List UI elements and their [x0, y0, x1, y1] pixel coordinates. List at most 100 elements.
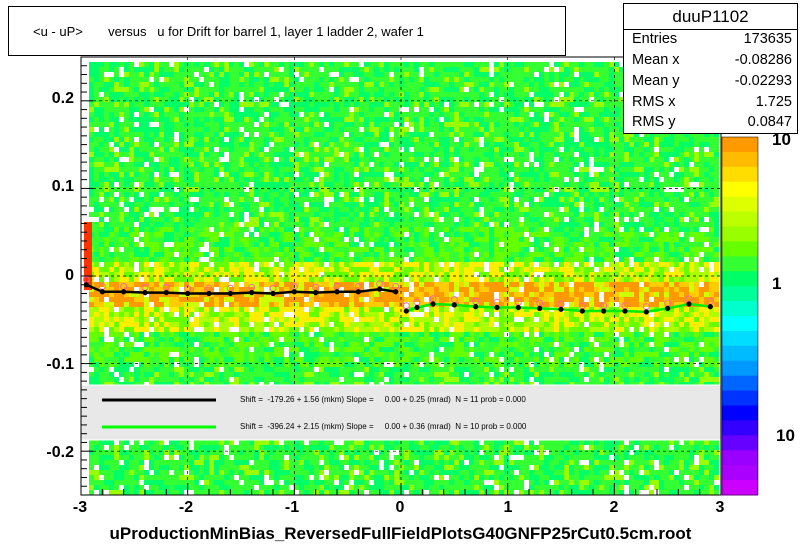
heatmap-cell	[469, 182, 474, 187]
heatmap-cell	[454, 222, 459, 227]
heatmap-cell	[239, 202, 244, 207]
heatmap-cell	[304, 327, 309, 332]
heatmap-cell	[459, 342, 464, 347]
heatmap-cell	[429, 172, 434, 177]
heatmap-cell	[119, 97, 124, 102]
heatmap-cell	[439, 72, 444, 77]
heatmap-cell	[309, 102, 314, 107]
heatmap-cell	[109, 82, 114, 87]
heatmap-cell	[309, 147, 314, 152]
heatmap-cell	[249, 167, 254, 172]
heatmap-cell	[214, 252, 219, 257]
heatmap-cell	[429, 142, 434, 147]
heatmap-cell	[359, 267, 364, 272]
heatmap-cell	[359, 172, 364, 177]
heatmap-cell	[379, 122, 384, 127]
heatmap-cell	[459, 97, 464, 102]
heatmap-cell	[494, 142, 499, 147]
heatmap-cell	[204, 222, 209, 227]
heatmap-cell	[184, 252, 189, 257]
heatmap-cell	[454, 112, 459, 117]
heatmap-cell	[429, 62, 434, 67]
heatmap-cell	[314, 182, 319, 187]
heatmap-cell	[434, 332, 439, 337]
heatmap-cell	[174, 287, 179, 292]
heatmap-cell	[119, 77, 124, 82]
heatmap-cell	[134, 82, 139, 87]
heatmap-cell	[339, 77, 344, 82]
heatmap-cell	[224, 377, 229, 382]
heatmap-cell	[499, 157, 504, 162]
heatmap-cell	[104, 287, 109, 292]
heatmap-cell	[344, 182, 349, 187]
heatmap-cell	[289, 132, 294, 137]
heatmap-cell	[419, 152, 424, 157]
heatmap-cell	[484, 207, 489, 212]
heatmap-cell	[299, 107, 304, 112]
heatmap-cell	[194, 132, 199, 137]
heatmap-cell	[119, 162, 124, 167]
heatmap-cell	[154, 327, 159, 332]
heatmap-cell	[494, 137, 499, 142]
heatmap-cell	[369, 272, 374, 277]
heatmap-cell	[279, 277, 284, 282]
heatmap-cell	[319, 147, 324, 152]
heatmap-cell	[164, 267, 169, 272]
heatmap-cell	[124, 167, 129, 172]
heatmap-cell	[369, 297, 374, 302]
heatmap-cell	[344, 247, 349, 252]
heatmap-cell	[239, 217, 244, 222]
heatmap-cell	[89, 192, 94, 197]
heatmap-cell	[209, 132, 214, 137]
heatmap-cell	[489, 292, 494, 297]
heatmap-cell	[264, 272, 269, 277]
heatmap-cell	[399, 197, 404, 202]
heatmap-cell	[299, 72, 304, 77]
heatmap-cell	[464, 307, 469, 312]
heatmap-cell	[254, 127, 259, 132]
heatmap-cell	[129, 107, 134, 112]
heatmap-cell	[369, 362, 374, 367]
heatmap-cell	[129, 162, 134, 167]
heatmap-cell	[389, 202, 394, 207]
heatmap-cell	[469, 102, 474, 107]
heatmap-cell	[189, 212, 194, 217]
heatmap-cell	[249, 277, 254, 282]
heatmap-cell	[129, 322, 134, 327]
heatmap-cell	[194, 267, 199, 272]
heatmap-cell	[374, 67, 379, 72]
heatmap-cell	[444, 217, 449, 222]
heatmap-cell	[379, 222, 384, 227]
heatmap-cell	[469, 207, 474, 212]
heatmap-cell	[339, 317, 344, 322]
heatmap-cell	[459, 92, 464, 97]
heatmap-cell	[184, 62, 189, 67]
heatmap-cell	[489, 162, 494, 167]
heatmap-cell	[359, 277, 364, 282]
heatmap-cell	[359, 182, 364, 187]
heatmap-cell	[269, 87, 274, 92]
heatmap-cell	[144, 252, 149, 257]
heatmap-cell	[204, 197, 209, 202]
heatmap-cell	[499, 342, 504, 347]
heatmap-cell	[244, 342, 249, 347]
heatmap-cell	[394, 82, 399, 87]
heatmap-cell	[459, 327, 464, 332]
heatmap-cell	[274, 92, 279, 97]
heatmap-cell	[239, 147, 244, 152]
heatmap-cell	[254, 282, 259, 287]
heatmap-cell	[144, 367, 149, 372]
heatmap-cell	[109, 287, 114, 292]
heatmap-cell	[374, 237, 379, 242]
heatmap-cell	[284, 182, 289, 187]
heatmap-cell	[199, 332, 204, 337]
heatmap-cell	[464, 177, 469, 182]
heatmap-cell	[144, 167, 149, 172]
heatmap-cell	[334, 297, 339, 302]
heatmap-cell	[129, 87, 134, 92]
heatmap-cell	[409, 357, 414, 362]
heatmap-cell	[109, 117, 114, 122]
heatmap-cell	[104, 167, 109, 172]
heatmap-cell	[304, 292, 309, 297]
heatmap-cell	[319, 227, 324, 232]
